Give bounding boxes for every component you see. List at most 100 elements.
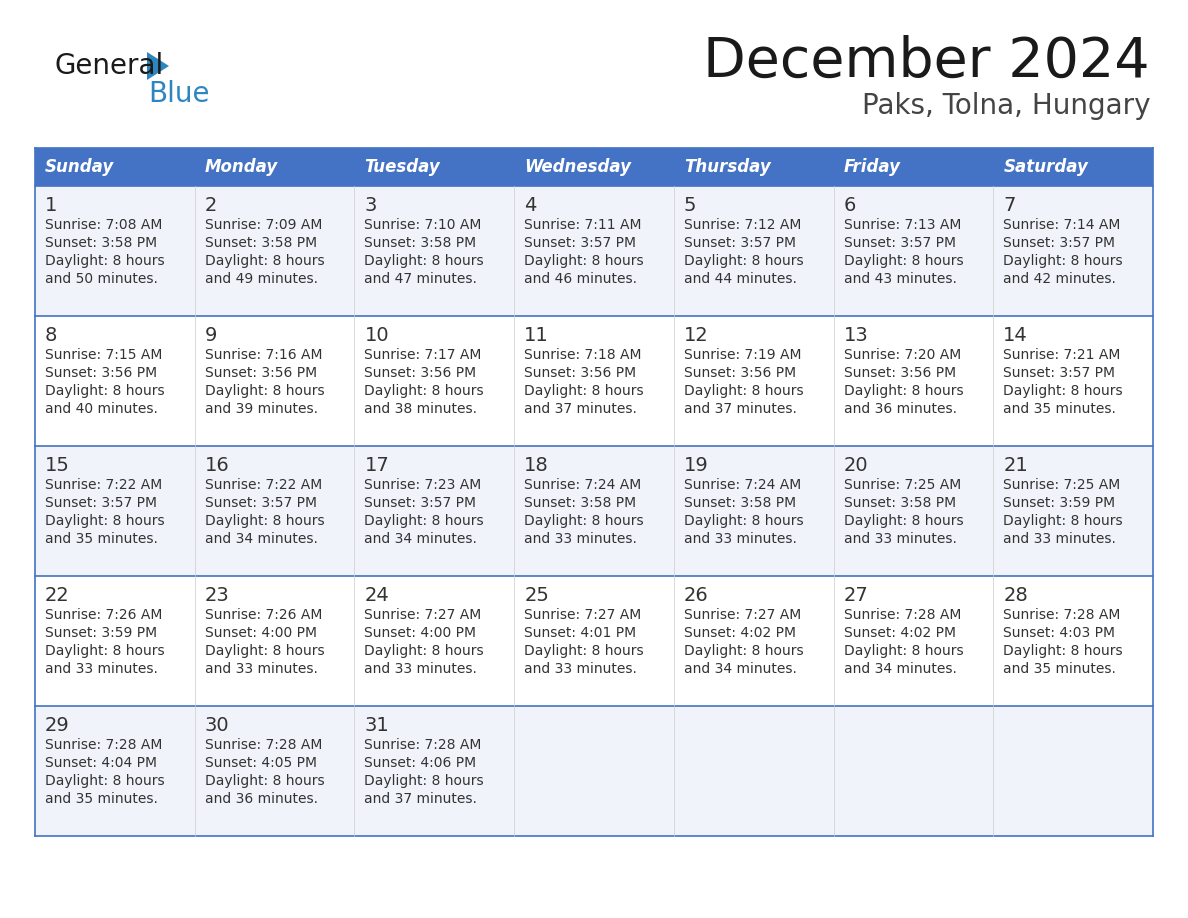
Text: 4: 4 [524, 196, 537, 215]
Text: Sunrise: 7:24 AM: Sunrise: 7:24 AM [684, 478, 801, 492]
Text: 6: 6 [843, 196, 855, 215]
Text: and 37 minutes.: and 37 minutes. [365, 792, 478, 806]
Text: 14: 14 [1004, 326, 1028, 345]
Text: Sunrise: 7:26 AM: Sunrise: 7:26 AM [204, 608, 322, 622]
Text: Daylight: 8 hours: Daylight: 8 hours [843, 644, 963, 658]
Text: Sunset: 3:58 PM: Sunset: 3:58 PM [204, 236, 317, 250]
Text: and 34 minutes.: and 34 minutes. [684, 662, 797, 676]
Text: Daylight: 8 hours: Daylight: 8 hours [524, 514, 644, 528]
Text: Monday: Monday [204, 158, 278, 176]
Text: Sunrise: 7:20 AM: Sunrise: 7:20 AM [843, 348, 961, 362]
Text: Sunset: 4:03 PM: Sunset: 4:03 PM [1004, 626, 1116, 640]
Text: Daylight: 8 hours: Daylight: 8 hours [204, 514, 324, 528]
Text: Sunset: 3:57 PM: Sunset: 3:57 PM [684, 236, 796, 250]
Text: Sunset: 4:01 PM: Sunset: 4:01 PM [524, 626, 637, 640]
Text: and 37 minutes.: and 37 minutes. [684, 402, 797, 416]
Text: Daylight: 8 hours: Daylight: 8 hours [204, 774, 324, 788]
Text: Sunset: 4:05 PM: Sunset: 4:05 PM [204, 756, 317, 770]
Text: Daylight: 8 hours: Daylight: 8 hours [684, 384, 803, 398]
Text: Sunset: 3:57 PM: Sunset: 3:57 PM [365, 496, 476, 510]
Text: and 33 minutes.: and 33 minutes. [684, 532, 797, 546]
Text: and 46 minutes.: and 46 minutes. [524, 272, 637, 286]
Text: Sunrise: 7:09 AM: Sunrise: 7:09 AM [204, 218, 322, 232]
Text: 18: 18 [524, 456, 549, 475]
Text: Sunset: 4:00 PM: Sunset: 4:00 PM [365, 626, 476, 640]
Text: and 34 minutes.: and 34 minutes. [843, 662, 956, 676]
Text: 16: 16 [204, 456, 229, 475]
Text: Sunrise: 7:14 AM: Sunrise: 7:14 AM [1004, 218, 1120, 232]
Text: Daylight: 8 hours: Daylight: 8 hours [684, 254, 803, 268]
Text: and 49 minutes.: and 49 minutes. [204, 272, 317, 286]
Text: Sunrise: 7:16 AM: Sunrise: 7:16 AM [204, 348, 322, 362]
Text: Sunset: 3:56 PM: Sunset: 3:56 PM [204, 366, 317, 380]
Text: Tuesday: Tuesday [365, 158, 441, 176]
Text: and 33 minutes.: and 33 minutes. [843, 532, 956, 546]
Text: Sunset: 3:57 PM: Sunset: 3:57 PM [1004, 366, 1116, 380]
Bar [34, 576, 1154, 706]
Text: and 33 minutes.: and 33 minutes. [524, 662, 637, 676]
Text: Sunset: 3:58 PM: Sunset: 3:58 PM [365, 236, 476, 250]
Text: Sunrise: 7:12 AM: Sunrise: 7:12 AM [684, 218, 801, 232]
Text: Sunset: 3:59 PM: Sunset: 3:59 PM [1004, 496, 1116, 510]
Text: and 35 minutes.: and 35 minutes. [1004, 662, 1117, 676]
Text: 19: 19 [684, 456, 708, 475]
Text: and 34 minutes.: and 34 minutes. [365, 532, 478, 546]
Text: Daylight: 8 hours: Daylight: 8 hours [1004, 384, 1123, 398]
Text: Daylight: 8 hours: Daylight: 8 hours [843, 514, 963, 528]
Text: Sunrise: 7:24 AM: Sunrise: 7:24 AM [524, 478, 642, 492]
Text: and 37 minutes.: and 37 minutes. [524, 402, 637, 416]
Text: 24: 24 [365, 586, 390, 605]
Text: and 35 minutes.: and 35 minutes. [1004, 402, 1117, 416]
Text: Sunrise: 7:28 AM: Sunrise: 7:28 AM [204, 738, 322, 752]
Text: and 47 minutes.: and 47 minutes. [365, 272, 478, 286]
Bar [34, 706, 1154, 836]
Text: Saturday: Saturday [1004, 158, 1088, 176]
Text: Sunrise: 7:19 AM: Sunrise: 7:19 AM [684, 348, 802, 362]
Text: Sunset: 3:58 PM: Sunset: 3:58 PM [843, 496, 955, 510]
Text: Sunrise: 7:27 AM: Sunrise: 7:27 AM [524, 608, 642, 622]
Bar [34, 446, 1154, 576]
Text: Sunrise: 7:28 AM: Sunrise: 7:28 AM [45, 738, 163, 752]
Text: Sunset: 4:06 PM: Sunset: 4:06 PM [365, 756, 476, 770]
Text: 25: 25 [524, 586, 549, 605]
Text: and 36 minutes.: and 36 minutes. [204, 792, 317, 806]
Text: 22: 22 [45, 586, 70, 605]
Text: 27: 27 [843, 586, 868, 605]
Text: Sunset: 3:56 PM: Sunset: 3:56 PM [365, 366, 476, 380]
Text: Sunrise: 7:26 AM: Sunrise: 7:26 AM [45, 608, 163, 622]
Text: 15: 15 [45, 456, 70, 475]
Text: Daylight: 8 hours: Daylight: 8 hours [45, 254, 165, 268]
Text: Sunset: 3:56 PM: Sunset: 3:56 PM [45, 366, 157, 380]
Text: 10: 10 [365, 326, 388, 345]
Text: Sunrise: 7:23 AM: Sunrise: 7:23 AM [365, 478, 481, 492]
Text: and 50 minutes.: and 50 minutes. [45, 272, 158, 286]
Text: Sunrise: 7:28 AM: Sunrise: 7:28 AM [1004, 608, 1120, 622]
Text: Sunset: 3:58 PM: Sunset: 3:58 PM [684, 496, 796, 510]
Bar [34, 186, 1154, 316]
Text: Thursday: Thursday [684, 158, 771, 176]
Text: Daylight: 8 hours: Daylight: 8 hours [204, 384, 324, 398]
Text: and 36 minutes.: and 36 minutes. [843, 402, 956, 416]
Text: Daylight: 8 hours: Daylight: 8 hours [524, 254, 644, 268]
Text: 11: 11 [524, 326, 549, 345]
Text: and 38 minutes.: and 38 minutes. [365, 402, 478, 416]
Text: 2: 2 [204, 196, 217, 215]
Text: Daylight: 8 hours: Daylight: 8 hours [365, 384, 484, 398]
Text: and 35 minutes.: and 35 minutes. [45, 792, 158, 806]
Text: Sunset: 3:57 PM: Sunset: 3:57 PM [204, 496, 317, 510]
Text: and 33 minutes.: and 33 minutes. [365, 662, 478, 676]
Text: Sunset: 3:57 PM: Sunset: 3:57 PM [524, 236, 636, 250]
Text: Sunrise: 7:25 AM: Sunrise: 7:25 AM [843, 478, 961, 492]
Text: Sunset: 3:56 PM: Sunset: 3:56 PM [684, 366, 796, 380]
Text: 7: 7 [1004, 196, 1016, 215]
Text: Sunrise: 7:22 AM: Sunrise: 7:22 AM [45, 478, 163, 492]
Text: Sunrise: 7:28 AM: Sunrise: 7:28 AM [843, 608, 961, 622]
Text: Daylight: 8 hours: Daylight: 8 hours [45, 384, 165, 398]
Text: Daylight: 8 hours: Daylight: 8 hours [365, 644, 484, 658]
Text: Sunrise: 7:11 AM: Sunrise: 7:11 AM [524, 218, 642, 232]
Text: 12: 12 [684, 326, 708, 345]
Text: Sunset: 4:02 PM: Sunset: 4:02 PM [684, 626, 796, 640]
Text: Wednesday: Wednesday [524, 158, 631, 176]
Text: Sunrise: 7:13 AM: Sunrise: 7:13 AM [843, 218, 961, 232]
Text: Daylight: 8 hours: Daylight: 8 hours [204, 254, 324, 268]
